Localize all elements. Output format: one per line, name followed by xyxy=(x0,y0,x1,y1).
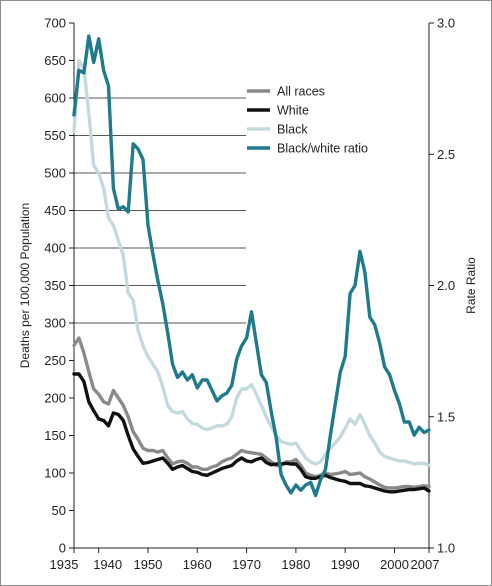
left-tick-label: 650 xyxy=(44,53,66,68)
left-tick-label: 200 xyxy=(44,391,66,406)
legend: All races White Black Black/white ratio xyxy=(247,85,368,156)
x-tick-label: 2007 xyxy=(411,557,440,572)
left-axis-ticks: 0 50 100 150 200 250 300 350 400 450 500 550 600 650 7… xyxy=(44,16,74,556)
x-tick-label: 2000 xyxy=(380,557,409,572)
x-tick-label: 1990 xyxy=(331,557,360,572)
legend-label: All races xyxy=(277,85,325,99)
left-tick-label: 250 xyxy=(44,353,66,368)
left-tick-label: 500 xyxy=(44,166,66,181)
right-tick-label: 1.0 xyxy=(437,541,455,556)
left-tick-label: 600 xyxy=(44,91,66,106)
gridlines xyxy=(74,97,246,324)
left-tick-label: 350 xyxy=(44,278,66,293)
series-line-0 xyxy=(72,336,431,490)
left-tick-label: 0 xyxy=(59,541,66,556)
right-tick-label: 2.0 xyxy=(437,278,455,293)
left-tick-label: 300 xyxy=(44,316,66,331)
x-tick-label: 1935 xyxy=(50,557,79,572)
left-tick-label: 700 xyxy=(44,16,66,31)
left-tick-label: 400 xyxy=(44,241,66,256)
series-line-1 xyxy=(72,372,431,494)
y-axis-label-right: Rate Ratio xyxy=(464,257,478,314)
left-tick-label: 150 xyxy=(44,428,66,443)
left-tick-label: 50 xyxy=(52,503,66,518)
legend-label: Black xyxy=(277,123,308,137)
series-line-3 xyxy=(72,34,431,498)
x-tick-label: 1970 xyxy=(232,557,261,572)
legend-label: White xyxy=(277,104,309,118)
series-line-2 xyxy=(72,58,431,468)
right-tick-label: 2.5 xyxy=(437,147,455,162)
legend-label: Black/white ratio xyxy=(277,142,368,156)
left-tick-label: 550 xyxy=(44,128,66,143)
right-axis-ticks: 1.0 1.5 2.0 2.5 3.0 xyxy=(429,16,455,556)
x-tick-label: 1960 xyxy=(183,557,212,572)
x-axis-ticks: 1935 1940 1950 1960 1970 1980 1990 2000 2007 xyxy=(50,548,440,572)
y-axis-label-left: Deaths per 100,000 Population xyxy=(18,203,32,368)
x-tick-label: 1950 xyxy=(133,557,162,572)
series-lines xyxy=(72,34,431,498)
left-tick-label: 450 xyxy=(44,203,66,218)
x-tick-label: 1940 xyxy=(93,557,122,572)
right-tick-label: 1.5 xyxy=(437,409,455,424)
left-tick-label: 100 xyxy=(44,466,66,481)
right-tick-label: 3.0 xyxy=(437,16,455,31)
x-tick-label: 1980 xyxy=(281,557,310,572)
